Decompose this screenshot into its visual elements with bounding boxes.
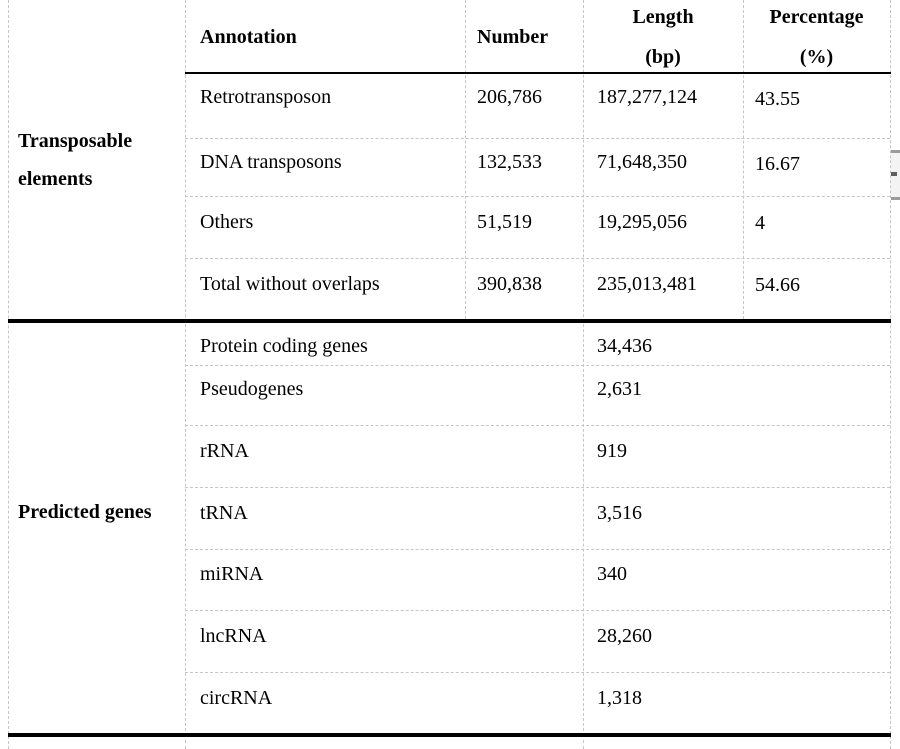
gridline-col-length-right [743, 0, 744, 319]
cell-length-bp: 235,013,481 [597, 273, 697, 295]
cell-annotation: lncRNA [200, 625, 267, 647]
cell-annotation: Pseudogenes [200, 378, 304, 400]
column-header-percentage-line2: (%) [799, 46, 834, 68]
cell-annotation: circRNA [200, 687, 273, 709]
cell-number: 206,786 [477, 86, 542, 108]
cell-percentage: 16.67 [755, 153, 800, 175]
column-header-length-line1: Length [632, 6, 694, 28]
gridline-row-sep [185, 196, 890, 197]
cell-number: 132,533 [477, 151, 542, 173]
table-bottom-rule [8, 733, 891, 737]
cell-percentage: 4 [755, 212, 765, 234]
gridline-col-annotation-right [465, 0, 466, 319]
cell-annotation: Retrotransposon [200, 86, 332, 108]
gridline-row-sep [185, 487, 890, 488]
column-header-annotation: Annotation [200, 26, 297, 48]
scrollbar-thumb-bottom-edge [891, 197, 900, 200]
cell-number: 340 [597, 563, 627, 585]
cell-length-bp: 71,648,350 [597, 151, 687, 173]
cell-percentage: 54.66 [755, 274, 800, 296]
gridline-table-right [890, 0, 891, 749]
cell-number: 919 [597, 440, 627, 462]
gridline-col-number-right-stub [583, 740, 584, 749]
row-group-label-predicted-genes: Predicted genes [18, 501, 152, 523]
scrollbar-thumb-grip [891, 172, 897, 176]
cell-number: 390,838 [477, 273, 542, 295]
row-group-label-transposable-elements: Transposable elements [18, 130, 133, 190]
cell-annotation: DNA transposons [200, 151, 342, 173]
cell-percentage: 43.55 [755, 88, 800, 110]
cell-annotation: Protein coding genes [200, 335, 368, 357]
column-header-percentage-line1: Percentage [769, 6, 864, 28]
cell-number: 28,260 [597, 625, 652, 647]
scrollbar-thumb-fragment[interactable] [891, 150, 900, 200]
gridline-row-sep [185, 138, 890, 139]
cell-number: 2,631 [597, 378, 642, 400]
gridline-row-sep [185, 365, 890, 366]
gridline-row-sep [185, 258, 890, 259]
cell-number: 1,318 [597, 687, 642, 709]
column-header-length-line2: (bp) [645, 46, 681, 68]
cell-annotation: tRNA [200, 502, 248, 524]
gridline-col-group-right-stub [185, 740, 186, 749]
column-header-number: Number [477, 26, 549, 48]
cell-annotation: Others [200, 211, 254, 233]
cell-number: 51,519 [477, 211, 532, 233]
section-divider-rule [8, 319, 891, 323]
cell-length-bp: 19,295,056 [597, 211, 687, 233]
gridline-row-sep [185, 610, 890, 611]
header-underline-rule [185, 72, 891, 74]
cell-annotation: rRNA [200, 440, 249, 462]
cell-number: 34,436 [597, 335, 652, 357]
gridline-row-sep [185, 425, 890, 426]
cell-number: 3,516 [597, 502, 642, 524]
scrollbar-thumb-top-edge [891, 150, 900, 153]
gridline-row-sep [185, 672, 890, 673]
cell-annotation: miRNA [200, 563, 264, 585]
cell-annotation: Total without overlaps [200, 273, 380, 295]
gridline-row-sep [185, 549, 890, 550]
gridline-table-left [8, 0, 9, 749]
cell-length-bp: 187,277,124 [597, 86, 697, 108]
